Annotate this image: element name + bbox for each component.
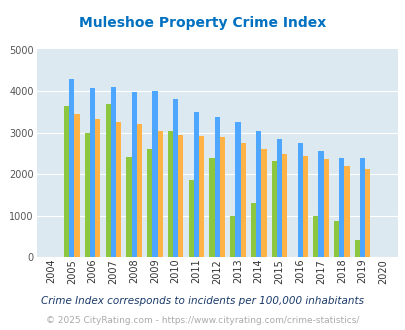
Bar xyxy=(359,158,364,257)
Bar xyxy=(111,87,116,257)
Bar xyxy=(173,99,178,257)
Bar xyxy=(126,157,131,257)
Bar xyxy=(85,133,90,257)
Bar xyxy=(240,144,245,257)
Bar xyxy=(116,122,121,257)
Bar xyxy=(178,135,183,257)
Bar xyxy=(74,114,79,257)
Bar xyxy=(276,139,281,257)
Bar xyxy=(105,104,111,257)
Bar xyxy=(69,79,74,257)
Bar xyxy=(235,122,240,257)
Bar xyxy=(188,181,193,257)
Bar xyxy=(250,203,256,257)
Bar xyxy=(354,240,359,257)
Bar xyxy=(147,149,152,257)
Bar xyxy=(318,150,323,257)
Text: Crime Index corresponds to incidents per 100,000 inhabitants: Crime Index corresponds to incidents per… xyxy=(41,296,364,306)
Bar xyxy=(333,221,339,257)
Bar xyxy=(157,131,162,257)
Text: Muleshoe Property Crime Index: Muleshoe Property Crime Index xyxy=(79,16,326,30)
Bar xyxy=(209,158,214,257)
Bar xyxy=(131,92,136,257)
Bar xyxy=(95,118,100,257)
Bar xyxy=(136,123,142,257)
Bar xyxy=(193,112,198,257)
Bar xyxy=(168,131,173,257)
Bar xyxy=(313,216,318,257)
Bar xyxy=(230,216,235,257)
Bar xyxy=(343,166,349,257)
Bar xyxy=(198,136,204,257)
Text: © 2025 CityRating.com - https://www.cityrating.com/crime-statistics/: © 2025 CityRating.com - https://www.city… xyxy=(46,316,359,325)
Bar xyxy=(214,117,219,257)
Bar xyxy=(261,149,266,257)
Bar xyxy=(271,161,276,257)
Bar xyxy=(364,169,369,257)
Bar xyxy=(219,137,224,257)
Bar xyxy=(152,91,157,257)
Bar xyxy=(256,131,261,257)
Bar xyxy=(297,143,302,257)
Bar xyxy=(323,159,328,257)
Bar xyxy=(339,158,343,257)
Bar xyxy=(64,106,69,257)
Bar xyxy=(302,155,307,257)
Bar xyxy=(90,88,95,257)
Bar xyxy=(281,154,287,257)
